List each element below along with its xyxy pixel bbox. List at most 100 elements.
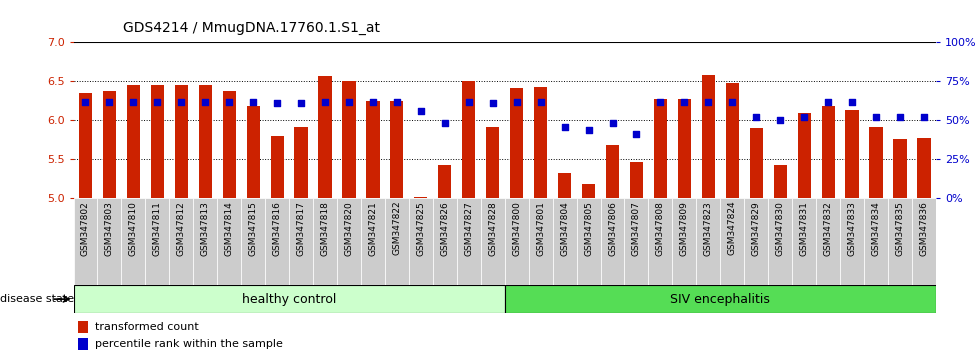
Point (245, 99, 261, 104)
Text: GSM347829: GSM347829 (752, 201, 760, 256)
Bar (505, 198, 528, 285)
Text: GSM347827: GSM347827 (465, 201, 473, 256)
Bar (582, 184, 595, 198)
Bar (654, 98, 667, 198)
Point (437, 121, 453, 126)
Bar (720, 198, 744, 285)
Bar (342, 81, 356, 198)
Bar (390, 101, 404, 198)
Point (772, 118, 788, 123)
Text: GSM347814: GSM347814 (224, 201, 233, 256)
Text: transformed count: transformed count (95, 322, 198, 332)
Bar (337, 198, 361, 285)
Bar (193, 198, 218, 285)
Bar (553, 198, 576, 285)
Bar (816, 198, 840, 285)
Point (749, 114, 764, 120)
Bar (74, 285, 505, 313)
Text: GSM347810: GSM347810 (129, 201, 138, 256)
Bar (74, 198, 97, 285)
Text: GSM347824: GSM347824 (728, 201, 737, 256)
Text: GSM347808: GSM347808 (656, 201, 664, 256)
Text: GSM347821: GSM347821 (368, 201, 377, 256)
Bar (145, 198, 170, 285)
Bar (415, 197, 427, 198)
Point (892, 114, 907, 120)
Bar (768, 198, 792, 285)
Bar (601, 198, 624, 285)
Text: GSM347828: GSM347828 (488, 201, 497, 256)
Bar (697, 198, 720, 285)
Bar (318, 76, 331, 198)
Bar (457, 198, 481, 285)
Bar (888, 198, 912, 285)
Point (270, 101, 285, 106)
Bar (821, 106, 835, 198)
Text: GSM347835: GSM347835 (896, 201, 905, 256)
Text: GSM347826: GSM347826 (440, 201, 449, 256)
Text: GSM347809: GSM347809 (680, 201, 689, 256)
Point (676, 99, 692, 104)
Text: SIV encephalitis: SIV encephalitis (670, 293, 770, 306)
Bar (917, 138, 930, 198)
Bar (433, 198, 457, 285)
Bar (241, 198, 266, 285)
Bar (481, 198, 505, 285)
Bar (122, 198, 145, 285)
Point (293, 101, 309, 106)
Point (653, 99, 668, 104)
Bar (846, 110, 858, 198)
Bar (510, 88, 523, 198)
Point (820, 99, 836, 104)
Bar (558, 172, 571, 198)
Bar (313, 198, 337, 285)
Bar (289, 198, 313, 285)
Point (77, 99, 93, 104)
Bar (247, 105, 260, 198)
Bar (170, 198, 193, 285)
Bar (912, 198, 936, 285)
Bar (869, 127, 883, 198)
Text: GSM347832: GSM347832 (823, 201, 833, 256)
Bar (840, 198, 864, 285)
Bar (409, 198, 433, 285)
Bar (649, 198, 672, 285)
Bar (744, 198, 768, 285)
Text: GSM347817: GSM347817 (297, 201, 306, 256)
Point (102, 99, 118, 104)
Bar (792, 198, 816, 285)
Bar (463, 81, 475, 198)
Bar (725, 83, 739, 198)
Text: healthy control: healthy control (242, 293, 336, 306)
Text: GSM347836: GSM347836 (919, 201, 928, 256)
Bar (222, 91, 236, 198)
Bar (126, 85, 140, 198)
Text: percentile rank within the sample: percentile rank within the sample (95, 339, 282, 349)
Bar (174, 85, 188, 198)
Bar (367, 101, 379, 198)
Point (221, 99, 237, 104)
Text: GSM347802: GSM347802 (81, 201, 90, 256)
Text: GSM347813: GSM347813 (201, 201, 210, 256)
Point (628, 132, 644, 137)
Point (485, 101, 501, 106)
Bar (294, 127, 308, 198)
Point (581, 127, 597, 132)
Bar (534, 87, 547, 198)
Point (916, 114, 932, 120)
Point (868, 114, 884, 120)
Point (318, 99, 333, 104)
Point (413, 108, 428, 114)
Point (509, 99, 524, 104)
Point (844, 99, 859, 104)
Text: GSM347820: GSM347820 (345, 201, 354, 256)
Text: GDS4214 / MmugDNA.17760.1.S1_at: GDS4214 / MmugDNA.17760.1.S1_at (122, 21, 379, 35)
Bar (385, 198, 409, 285)
Text: GSM347801: GSM347801 (536, 201, 545, 256)
Point (197, 99, 213, 104)
Bar (576, 198, 601, 285)
Text: GSM347804: GSM347804 (561, 201, 569, 256)
Bar (894, 139, 906, 198)
Point (125, 99, 141, 104)
Bar (672, 198, 697, 285)
